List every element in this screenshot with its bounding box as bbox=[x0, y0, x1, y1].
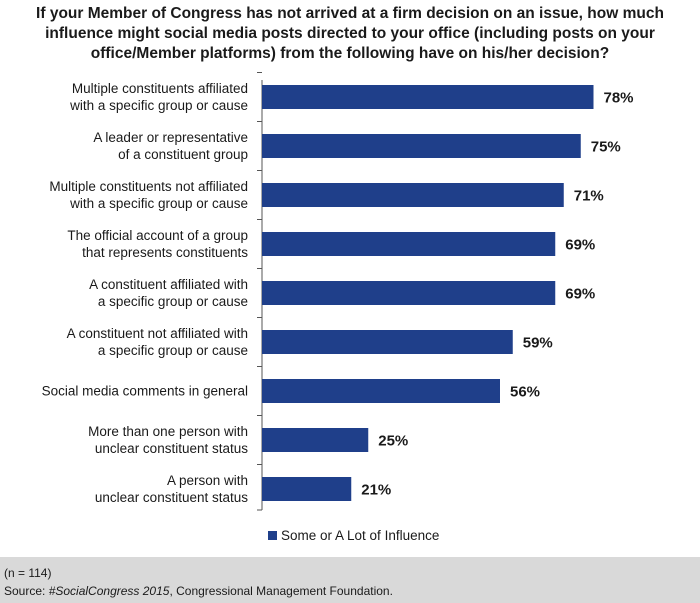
bar-value-label: 25% bbox=[378, 433, 408, 450]
category-label: Social media comments in general bbox=[42, 384, 248, 399]
category-label: unclear constituent status bbox=[95, 490, 248, 505]
bar bbox=[262, 232, 556, 256]
bar-value-label: 21% bbox=[361, 482, 391, 499]
category-label: a specific group or cause bbox=[98, 294, 248, 309]
category-label: More than one person with bbox=[88, 424, 248, 439]
bar-value-label: 59% bbox=[523, 335, 553, 352]
legend-label: Some or A Lot of Influence bbox=[281, 528, 439, 543]
bar-value-label: 75% bbox=[591, 139, 621, 156]
source-title: #SocialCongress 2015 bbox=[48, 584, 170, 598]
sample-size-note: (n = 114) bbox=[4, 566, 52, 580]
category-label: a specific group or cause bbox=[98, 343, 248, 358]
category-label: The official account of a group bbox=[67, 228, 248, 243]
chart-plot: 78% Multiple constituents affiliated with … bbox=[42, 72, 634, 543]
category-label: with a specific group or cause bbox=[69, 98, 248, 113]
category-label: of a constituent group bbox=[118, 147, 248, 162]
bar bbox=[262, 281, 556, 305]
category-label: unclear constituent status bbox=[95, 441, 248, 456]
bar-value-label: 69% bbox=[565, 286, 595, 303]
footer: (n = 114) Source: #SocialCongress 2015, … bbox=[0, 557, 700, 603]
bar-value-label: 69% bbox=[565, 237, 595, 254]
legend-swatch bbox=[268, 531, 277, 540]
source-note: Source: #SocialCongress 2015, Congressio… bbox=[4, 584, 393, 598]
bar bbox=[262, 85, 594, 109]
bar bbox=[262, 477, 352, 501]
category-label: Multiple constituents not affiliated bbox=[49, 179, 248, 194]
bar bbox=[262, 428, 369, 452]
category-label: A constituent not affiliated with bbox=[67, 326, 248, 341]
source-prefix: Source: bbox=[4, 584, 49, 598]
category-label: A constituent affiliated with bbox=[89, 277, 248, 292]
bar-value-label: 71% bbox=[574, 188, 604, 205]
category-label: A leader or representative bbox=[93, 130, 248, 145]
source-suffix: , Congressional Management Foundation. bbox=[169, 584, 393, 598]
category-label: Multiple constituents affiliated bbox=[72, 81, 248, 96]
bar-value-label: 78% bbox=[604, 90, 634, 107]
category-label: with a specific group or cause bbox=[69, 196, 248, 211]
bar bbox=[262, 379, 500, 403]
bar bbox=[262, 330, 513, 354]
bar-value-label: 56% bbox=[510, 384, 540, 401]
bar bbox=[262, 183, 564, 207]
category-label: that represents constituents bbox=[82, 245, 248, 260]
category-label: A person with bbox=[167, 473, 248, 488]
chart-title: If your Member of Congress has not arriv… bbox=[36, 5, 664, 62]
bar bbox=[262, 134, 581, 158]
